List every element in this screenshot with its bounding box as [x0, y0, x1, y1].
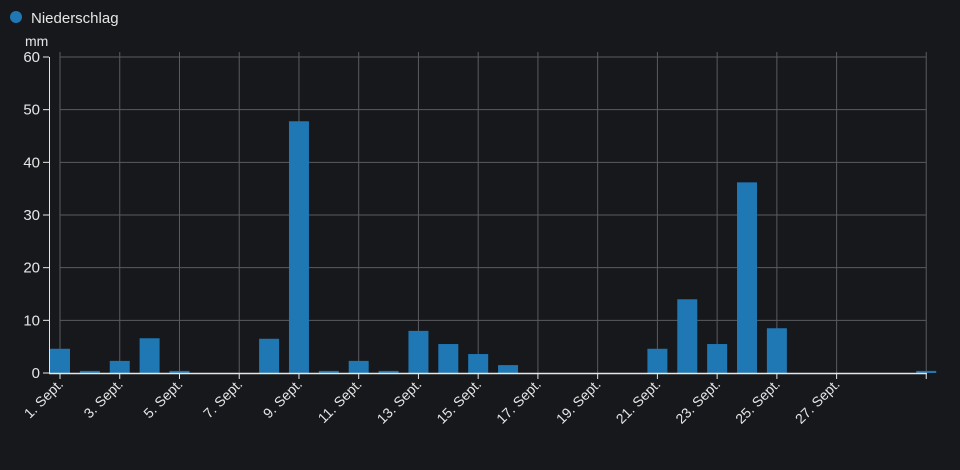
y-axis-unit: mm — [25, 33, 48, 49]
bar-day-4 — [139, 338, 160, 373]
bar-day-1 — [50, 348, 70, 373]
x-tick-label: 19. Sept. — [553, 376, 604, 427]
x-tick-label: 25. Sept. — [732, 376, 783, 427]
bar-day-12 — [378, 370, 399, 373]
bar-day-15 — [468, 354, 489, 373]
bar-day-11 — [348, 360, 369, 373]
y-tick-label: 30 — [23, 207, 40, 224]
x-tick-label: 7. Sept. — [200, 376, 245, 421]
bar-day-25 — [766, 328, 787, 373]
bar-day-16 — [498, 365, 519, 373]
x-tick-label: 9. Sept. — [260, 376, 305, 421]
y-tick-label: 0 — [32, 365, 40, 382]
bar-day-9 — [288, 121, 309, 374]
y-tick-label: 40 — [23, 154, 40, 171]
bar-day-14 — [438, 344, 459, 373]
bar-day-13 — [408, 330, 429, 373]
bar-day-5 — [169, 370, 190, 373]
x-tick-label: 15. Sept. — [433, 376, 484, 427]
x-tick-label: 17. Sept. — [493, 376, 544, 427]
y-tick-label: 10 — [23, 312, 40, 329]
x-tick-label: 1. Sept. — [21, 376, 66, 421]
y-tick-label: 50 — [23, 102, 40, 119]
x-tick-label: 13. Sept. — [374, 376, 425, 427]
bar-day-22 — [677, 299, 698, 373]
x-tick-label: 5. Sept. — [140, 376, 185, 421]
y-tick-label: 60 — [23, 49, 40, 66]
legend-marker — [10, 11, 22, 23]
y-tick-label: 20 — [23, 260, 40, 277]
x-tick-label: 27. Sept. — [792, 376, 843, 427]
bar-day-3 — [109, 360, 130, 373]
bar-day-21 — [647, 348, 668, 373]
bar-day-10 — [318, 370, 339, 373]
bar-day-2 — [79, 370, 100, 373]
x-tick-label: 3. Sept. — [80, 376, 125, 421]
legend-label[interactable]: Niederschlag — [31, 10, 119, 27]
x-tick-label: 11. Sept. — [315, 376, 365, 426]
x-tick-label: 21. Sept. — [613, 376, 664, 427]
bar-day-30 — [916, 370, 937, 373]
x-tick-label: 23. Sept. — [672, 376, 723, 427]
bar-day-8 — [259, 338, 280, 373]
bar-day-23 — [707, 344, 728, 373]
bar-day-24 — [737, 182, 758, 373]
